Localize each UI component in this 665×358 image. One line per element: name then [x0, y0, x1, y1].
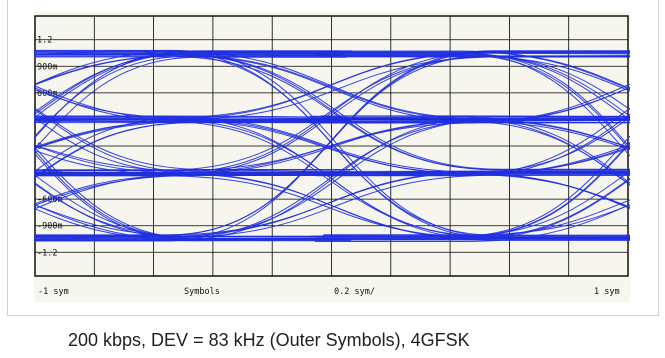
eye-trace: [34, 149, 338, 176]
figure-caption: 200 kbps, DEV = 83 kHz (Outer Symbols), …: [68, 330, 470, 350]
eye-trace: [34, 54, 344, 86]
eye-trace: [309, 115, 630, 184]
eye-trace: [34, 203, 350, 238]
eye-trace: [34, 55, 338, 138]
y-tick-label: -900m: [37, 222, 63, 232]
eye-trace: [34, 175, 345, 207]
eye-trace: [315, 86, 630, 124]
eye-trace: [315, 53, 630, 117]
eye-trace: [34, 149, 342, 239]
eye-trace: [323, 204, 630, 236]
eye-trace: [308, 120, 630, 150]
eye-trace: [34, 174, 630, 239]
eye-trace: [34, 106, 355, 170]
eye-trace: [315, 178, 630, 241]
eye-trace: [320, 115, 630, 117]
eye-trace: [34, 52, 347, 114]
eye-trace: [34, 56, 347, 151]
eye-trace: [317, 177, 630, 239]
eye-trace: [322, 234, 630, 237]
eye-trace: [34, 237, 345, 241]
eye-diagram-plot: 1.2 900m 600m 300m 0 -300m -600m -900m -1.2 -1 sy…: [34, 12, 630, 302]
eye-trace: [314, 86, 630, 123]
eye-trace: [34, 120, 630, 237]
eye-trace: [34, 182, 340, 237]
eye-trace: [307, 170, 630, 238]
x-tick-label: Symbols: [184, 287, 220, 297]
eye-trace: [34, 85, 351, 122]
eye-trace: [34, 53, 630, 170]
eye-trace: [34, 55, 630, 171]
x-tick-label: 1 sym: [594, 287, 620, 297]
eye-trace: [311, 50, 630, 90]
eye-trace: [322, 116, 630, 119]
eye-trace: [34, 50, 342, 140]
eye-trace: [315, 50, 630, 53]
eye-trace: [311, 172, 630, 209]
eye-trace: [307, 117, 630, 186]
eye-trace: [308, 50, 630, 91]
eye-trace: [314, 141, 630, 237]
eye-trace: [34, 122, 344, 180]
eye-trace: [321, 54, 630, 111]
eye-trace: [314, 173, 630, 208]
eye-trace: [320, 170, 630, 173]
eye-trace: [314, 204, 630, 243]
y-tick-label: 900m: [37, 62, 57, 72]
eye-trace: [308, 52, 630, 157]
eye-trace: [313, 120, 630, 186]
eye-trace: [321, 172, 630, 175]
x-tick-label: -1 sym: [38, 287, 69, 297]
y-tick-label: -1.2: [37, 248, 57, 258]
eye-trace: [314, 239, 630, 241]
eye-trace: [34, 119, 630, 172]
eye-trace: [309, 144, 630, 176]
eye-trace: [34, 50, 342, 86]
eye-trace: [34, 108, 354, 174]
eye-trace: [34, 174, 337, 205]
eye-trace: [34, 116, 630, 238]
eye-trace: [34, 144, 345, 175]
eye-trace: [308, 199, 630, 238]
figure-frame: [7, 0, 659, 316]
y-tick-label: 1.2: [37, 36, 52, 46]
eye-trace: [310, 135, 630, 237]
eye-trace: [323, 55, 630, 57]
eye-trace: [313, 55, 630, 92]
x-tick-label: 0.2 sym/: [334, 287, 375, 297]
